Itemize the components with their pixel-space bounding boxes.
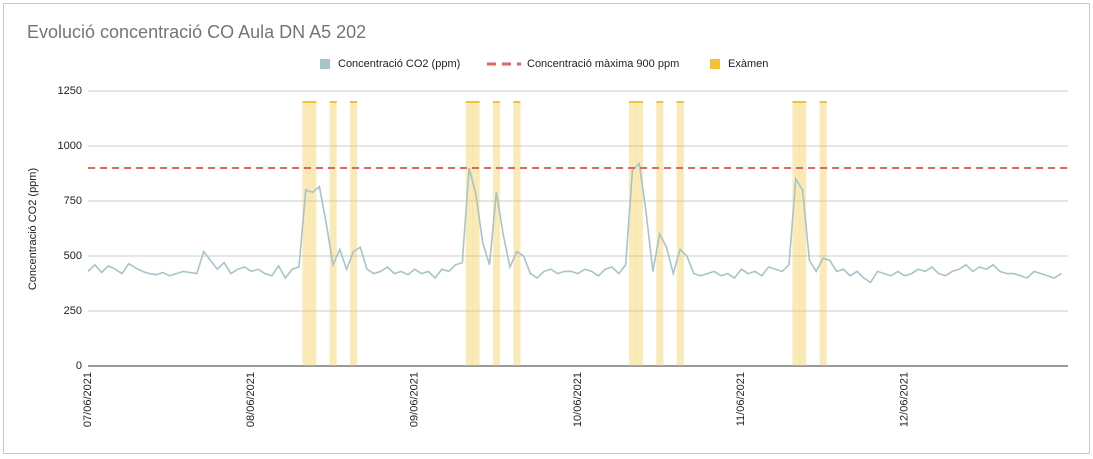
exam-bar (513, 102, 521, 366)
exam-bar (492, 102, 501, 366)
chart-title: Evolució concentració CO Aula DN A5 202 (27, 22, 366, 42)
exam-bar (309, 102, 317, 366)
y-tick-label: 1250 (58, 85, 82, 97)
y-tick-label: 0 (76, 360, 82, 372)
exam-bar (799, 102, 807, 366)
legend-label: Concentració CO2 (ppm) (338, 58, 460, 70)
legend-swatch (320, 59, 330, 69)
exam-bar (819, 102, 827, 366)
x-tick-label: 09/06/2021 (409, 372, 421, 427)
legend-label: Exàmen (728, 58, 768, 70)
exam-bar (465, 102, 473, 366)
x-tick-label: 12/06/2021 (899, 372, 911, 427)
exam-bar (629, 102, 637, 366)
y-tick-label: 500 (64, 250, 82, 262)
exam-bar (676, 102, 684, 366)
exam-bar (792, 102, 800, 366)
exam-bar (472, 102, 480, 366)
legend-swatch (710, 59, 720, 69)
y-axis-label: Concentració CO2 (ppm) (27, 168, 39, 290)
x-tick-label: 07/06/2021 (82, 372, 94, 427)
exam-bar (635, 102, 643, 366)
x-tick-label: 11/06/2021 (735, 372, 747, 426)
y-tick-label: 1000 (58, 140, 82, 152)
x-tick-label: 08/06/2021 (245, 372, 257, 427)
chart-frame (3, 3, 1090, 454)
y-tick-label: 250 (64, 305, 82, 317)
exam-bar (329, 102, 337, 366)
x-tick-label: 10/06/2021 (572, 372, 584, 427)
exam-bar (350, 102, 358, 366)
co2-line (87, 161, 1062, 284)
y-tick-label: 750 (64, 195, 82, 207)
legend-label: Concentració màxima 900 ppm (527, 58, 679, 70)
exam-bar (302, 102, 310, 366)
